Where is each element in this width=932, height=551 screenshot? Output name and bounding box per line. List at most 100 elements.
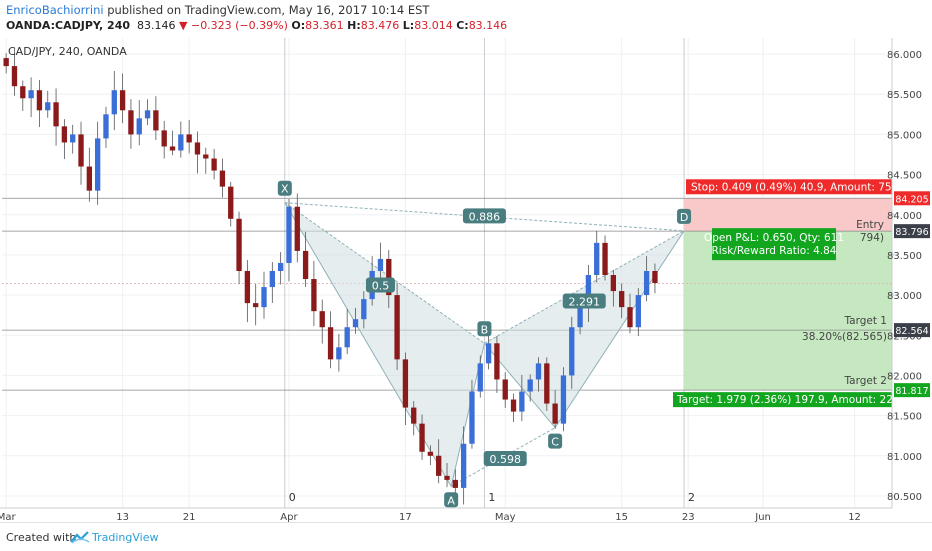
symbol-name[interactable]: OANDA:CADJPY, 240 bbox=[6, 19, 131, 32]
candle bbox=[28, 90, 34, 99]
candle bbox=[594, 242, 600, 276]
candle bbox=[3, 58, 9, 67]
candle bbox=[643, 270, 650, 296]
xabcd-pattern[interactable] bbox=[284, 202, 685, 488]
point-label-text: X bbox=[281, 183, 289, 196]
candle bbox=[627, 307, 633, 328]
candle bbox=[402, 359, 409, 408]
candle bbox=[211, 158, 217, 171]
candle bbox=[244, 270, 251, 304]
candle bbox=[228, 186, 234, 219]
candle bbox=[361, 299, 367, 320]
candle bbox=[585, 275, 592, 308]
candle bbox=[203, 154, 209, 159]
price-tick-label: 81.500 bbox=[887, 412, 922, 423]
open-value: 83.361 bbox=[305, 19, 344, 32]
candle bbox=[477, 363, 483, 392]
point-label-text: B bbox=[481, 323, 489, 336]
candle bbox=[377, 258, 384, 271]
candle bbox=[53, 102, 59, 127]
price-axis[interactable]: 80.50081.00081.50082.00082.50083.00083.5… bbox=[887, 50, 930, 503]
candle bbox=[11, 66, 18, 87]
candle bbox=[344, 327, 350, 348]
pattern-triangle bbox=[484, 230, 685, 428]
risk-reward-text: Risk/Reward Ratio: 4.84 bbox=[712, 245, 837, 257]
candle bbox=[519, 391, 525, 412]
ratio-label-text: 0.5 bbox=[372, 279, 390, 292]
candle bbox=[460, 443, 467, 488]
candle bbox=[36, 90, 43, 111]
ratio-label-text: 0.598 bbox=[489, 453, 521, 466]
price-chart[interactable]: X A B C D 0.886 0.5 2.291 0.598 Stop: 0.409 (0.4… bbox=[0, 38, 932, 522]
candle bbox=[169, 146, 176, 151]
price-tick-label: 84.500 bbox=[887, 171, 922, 182]
price-tick-label: 83.000 bbox=[887, 291, 922, 302]
stop-label-text: Stop: 0.409 (0.49%) 40.9, Amount: 750. bbox=[691, 181, 902, 193]
price-level-badge-text: 82.564 bbox=[895, 326, 928, 337]
candle bbox=[419, 423, 425, 452]
candle bbox=[319, 311, 325, 328]
candle bbox=[144, 110, 151, 119]
time-axis[interactable]: Mar 13 21 Apr 17 May 15 23 Jun 120 1 2 bbox=[0, 491, 861, 522]
candle bbox=[502, 379, 508, 400]
chart-header: EnricoBachiorrini published on TradingVi… bbox=[0, 0, 932, 36]
candle bbox=[86, 166, 92, 191]
pnl-label-box bbox=[712, 228, 836, 261]
ratio-label-text: 2.291 bbox=[568, 296, 600, 309]
low-label: L: bbox=[402, 19, 415, 32]
pattern-triangle bbox=[284, 202, 485, 487]
close-label: C: bbox=[456, 19, 469, 32]
point-label-box bbox=[548, 433, 563, 449]
point-label-box bbox=[444, 492, 459, 508]
price-tick-label: 85.500 bbox=[887, 90, 922, 101]
pattern-ratio-line bbox=[284, 202, 485, 344]
price-level-badge-text: 81.817 bbox=[895, 386, 928, 397]
point-label-box bbox=[677, 208, 692, 224]
time-tick-label: Apr bbox=[280, 512, 298, 522]
author-link[interactable]: EnricoBachiorrini bbox=[6, 3, 104, 17]
footer: Created with TradingView bbox=[0, 522, 932, 551]
candle bbox=[128, 110, 134, 135]
tradingview-logo-icon[interactable] bbox=[70, 530, 90, 544]
candle bbox=[186, 134, 192, 143]
point-label-text: D bbox=[680, 211, 688, 224]
candle bbox=[552, 403, 558, 424]
time-tick-label: 21 bbox=[183, 512, 196, 522]
pattern-labels: X A B C D 0.886 0.5 2.291 0.598 bbox=[277, 180, 692, 508]
candle bbox=[411, 407, 417, 424]
stop-label-box bbox=[686, 179, 892, 195]
tradingview-brand[interactable]: TradingView bbox=[92, 531, 159, 544]
candle bbox=[153, 110, 159, 131]
candle bbox=[78, 134, 84, 167]
candle bbox=[294, 206, 300, 251]
candle bbox=[269, 270, 275, 288]
close-value: 83.146 bbox=[468, 19, 508, 32]
candle bbox=[277, 262, 284, 271]
open-label: O: bbox=[291, 19, 306, 32]
candle bbox=[236, 218, 242, 271]
candle bbox=[386, 258, 392, 296]
candle bbox=[327, 327, 334, 360]
candle bbox=[219, 170, 226, 187]
point-label-text: C bbox=[551, 436, 559, 449]
entry-label: Entry bbox=[856, 219, 884, 231]
price-level-badge bbox=[894, 191, 930, 206]
candle bbox=[286, 206, 292, 263]
candle bbox=[436, 455, 442, 476]
candle bbox=[652, 270, 658, 284]
pattern-ratio-line bbox=[484, 230, 685, 344]
candle bbox=[394, 295, 400, 360]
point-label-box bbox=[477, 321, 492, 337]
time-tick-label: 12 bbox=[848, 512, 861, 522]
time-tick-label: 17 bbox=[399, 512, 412, 522]
candle bbox=[111, 90, 117, 115]
publish-info: published on TradingView.com, May 16, 20… bbox=[103, 3, 430, 17]
candle bbox=[103, 114, 109, 139]
candle bbox=[253, 303, 259, 308]
target1-level-text: 38.20%(82.565) bbox=[802, 331, 887, 343]
candle bbox=[161, 130, 167, 147]
time-tick-label: 13 bbox=[116, 512, 129, 522]
candle bbox=[352, 319, 359, 328]
candle bbox=[94, 138, 101, 191]
price-level-badge-text: 84.205 bbox=[895, 194, 928, 205]
